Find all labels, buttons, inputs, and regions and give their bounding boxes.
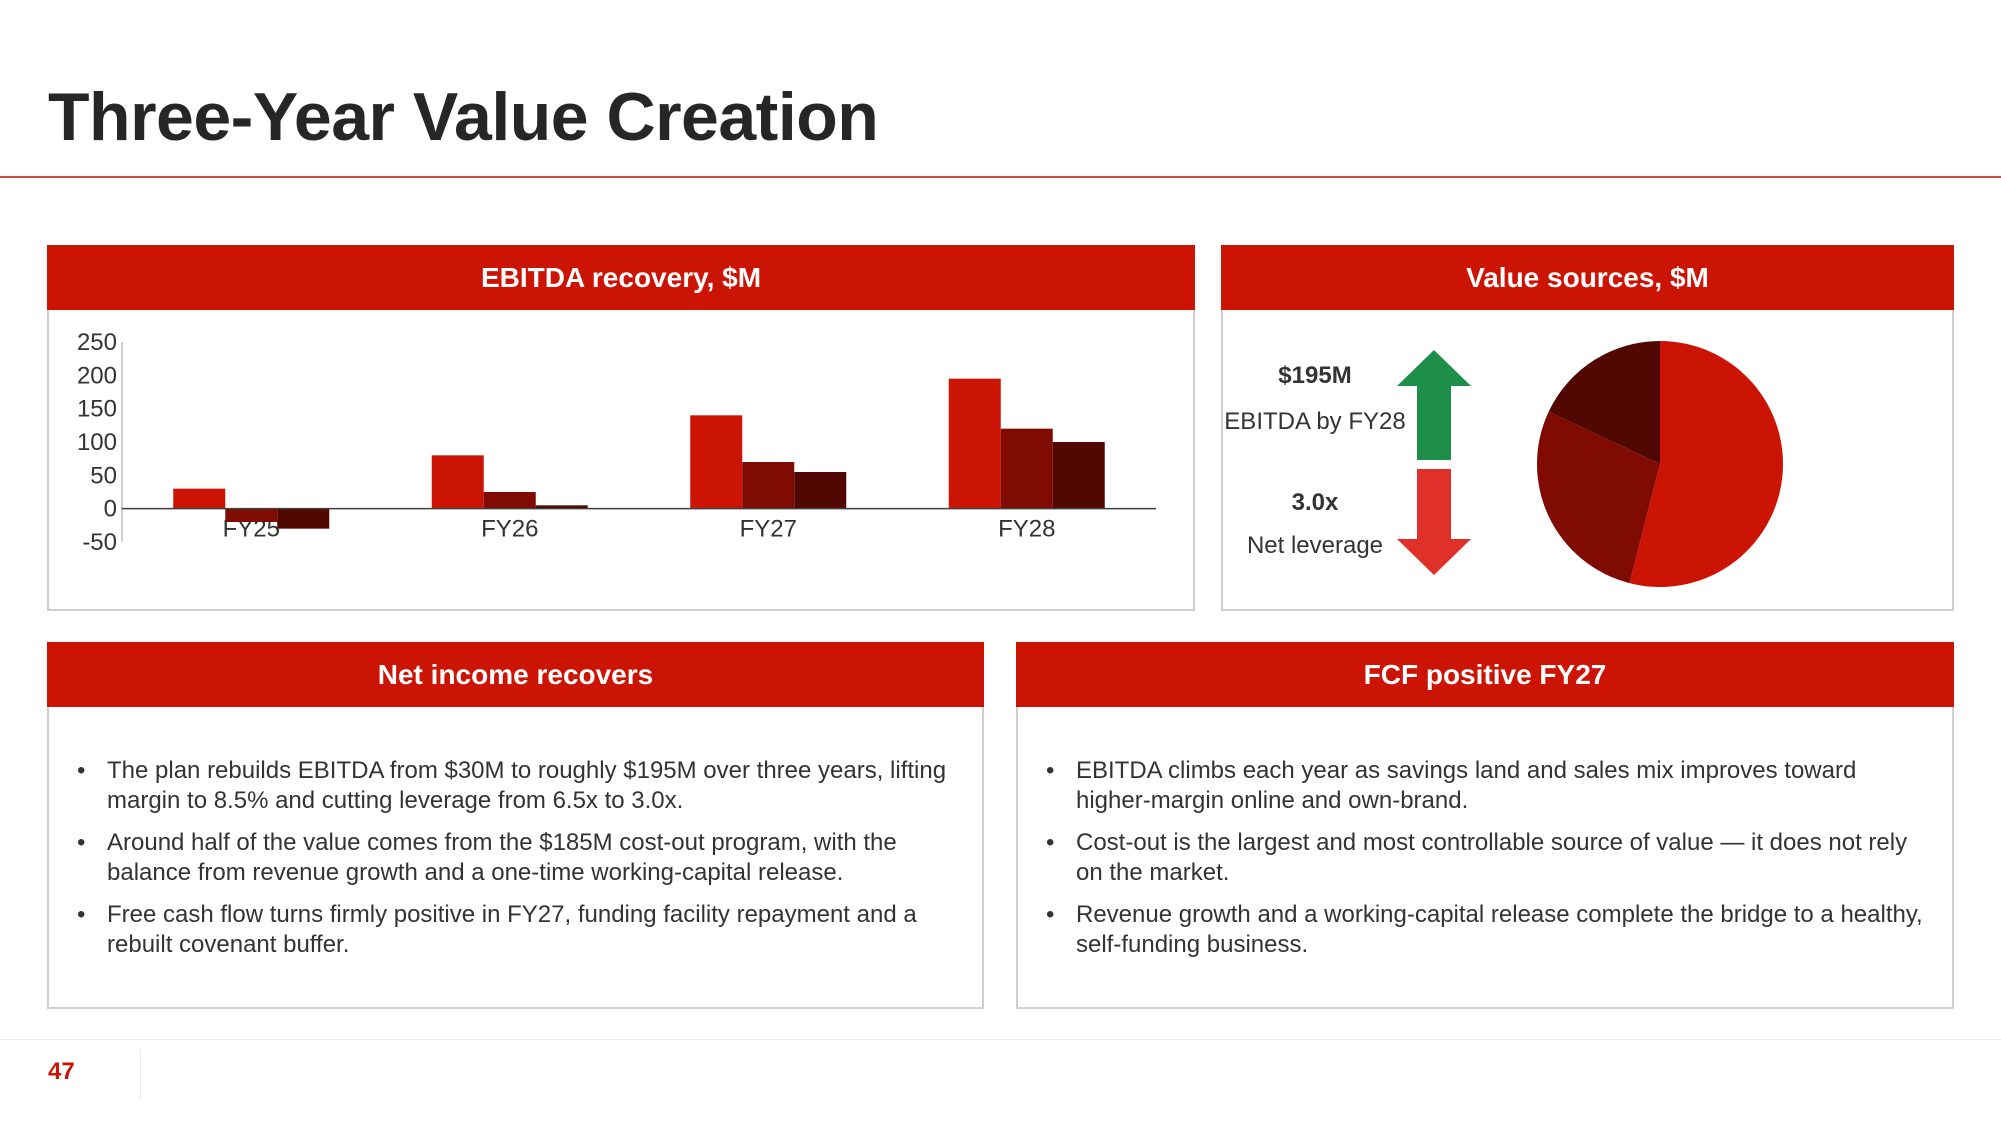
value-sources-pie-chart <box>1537 341 1783 587</box>
title-divider <box>0 176 2001 178</box>
bar <box>742 462 795 509</box>
footer-divider <box>0 1039 2001 1040</box>
fcf-bullet: EBITDA climbs each year as savings land … <box>1046 756 1924 816</box>
ebitda-chart-panel: EBITDA recovery, $M FY28 FY27 FY26 FY25 250 2… <box>47 245 1195 611</box>
bar <box>277 508 330 529</box>
bar <box>1052 442 1105 509</box>
y-tick-label: 150 <box>77 396 117 423</box>
value-panel-header: Value sources, $M <box>1221 245 1954 310</box>
net-income-bullet: The plan rebuilds EBITDA from $30M to ro… <box>77 756 954 816</box>
x-tick-label: FY28 <box>998 516 1055 543</box>
arrow-up-icon <box>1397 350 1471 460</box>
net-income-bullet-list: The plan rebuilds EBITDA from $30M to ro… <box>77 756 954 972</box>
value-sources-panel: Value sources, $M $195M EBITDA by FY28 3… <box>1221 245 1954 611</box>
slide-title: Three-Year Value Creation <box>48 79 879 155</box>
bar <box>1000 428 1053 509</box>
footer-vertical-divider <box>140 1050 141 1100</box>
bar <box>948 378 1001 509</box>
bar <box>173 488 226 509</box>
fcf-bullet: Cost-out is the largest and most control… <box>1046 828 1924 888</box>
y-tick-label: 50 <box>90 462 117 489</box>
bar <box>690 415 743 509</box>
leverage-value: 3.0x <box>1291 489 1339 516</box>
bar <box>535 505 588 509</box>
net-income-panel: Net income recovers The plan rebuilds EB… <box>47 642 984 1009</box>
y-tick-label: 250 <box>77 329 117 356</box>
leverage-label: Net leverage <box>1246 532 1384 559</box>
fcf-panel-header: FCF positive FY27 <box>1016 642 1954 707</box>
y-tick-label: 100 <box>77 429 117 456</box>
net-income-panel-header: Net income recovers <box>47 642 984 707</box>
y-tick-label: 0 <box>104 496 117 523</box>
net-income-bullet: Around half of the value comes from the … <box>77 828 954 888</box>
ebitda-target-value: $195M <box>1278 362 1352 389</box>
net-income-bullet: Free cash flow turns firmly positive in … <box>77 900 954 960</box>
page-number: 47 <box>48 1058 75 1085</box>
pie-slice <box>1629 341 1783 587</box>
ebitda-panel-header: EBITDA recovery, $M <box>47 245 1195 310</box>
bar <box>794 472 847 509</box>
fcf-panel: FCF positive FY27 EBITDA climbs each yea… <box>1016 642 1954 1009</box>
arrow-down-icon <box>1397 469 1471 575</box>
y-tick-label: 200 <box>77 362 117 389</box>
fcf-bullet-list: EBITDA climbs each year as savings land … <box>1046 756 1924 972</box>
bar <box>431 455 484 509</box>
x-tick-label: FY27 <box>740 516 797 543</box>
y-tick-label: -50 <box>82 529 117 556</box>
bar <box>483 492 536 509</box>
ebitda-target-label: EBITDA by FY28 <box>1224 408 1406 435</box>
bar <box>225 508 278 522</box>
pie-slice <box>1537 411 1660 584</box>
pie-slice <box>1548 341 1660 464</box>
fcf-bullet: Revenue growth and a working-capital rel… <box>1046 900 1924 960</box>
x-tick-label: FY26 <box>481 516 538 543</box>
